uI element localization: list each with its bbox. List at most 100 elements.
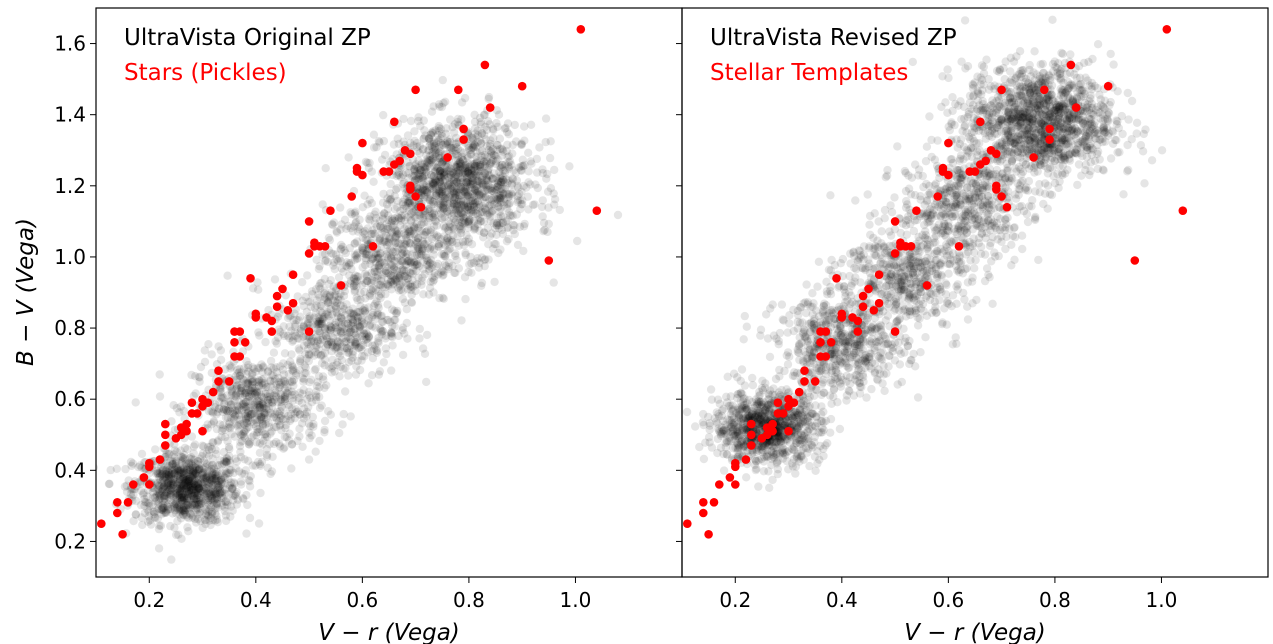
background-point — [419, 264, 428, 274]
background-point — [359, 328, 368, 338]
background-point — [201, 516, 210, 525]
background-point — [152, 497, 161, 506]
background-point — [176, 514, 186, 523]
background-point — [486, 136, 495, 145]
background-point — [180, 498, 189, 508]
background-point — [215, 476, 224, 485]
background-point — [161, 507, 170, 516]
background-point — [387, 261, 396, 270]
background-point — [169, 475, 178, 484]
background-point — [555, 205, 564, 215]
background-point — [211, 516, 220, 525]
background-point — [158, 505, 167, 515]
background-point — [190, 476, 199, 486]
background-point — [761, 379, 770, 388]
background-point — [320, 274, 329, 284]
background-point — [166, 469, 176, 478]
background-point — [162, 491, 172, 501]
background-point — [167, 470, 176, 479]
background-point — [411, 257, 421, 266]
background-point — [166, 488, 175, 498]
background-point — [173, 484, 182, 494]
background-point — [156, 493, 165, 503]
background-point — [270, 275, 280, 284]
background-point — [420, 126, 429, 135]
background-point — [189, 462, 198, 471]
background-point — [246, 400, 256, 409]
background-point — [159, 492, 169, 501]
background-point — [287, 464, 296, 473]
background-point — [733, 390, 742, 399]
background-point — [283, 360, 292, 369]
background-point — [157, 481, 166, 490]
background-point — [535, 143, 544, 152]
star-point — [304, 249, 314, 258]
background-point — [150, 493, 159, 502]
background-point — [488, 144, 498, 154]
background-point — [231, 489, 241, 499]
background-point — [723, 372, 732, 381]
background-point — [305, 428, 314, 437]
background-point — [212, 511, 221, 520]
background-point — [755, 401, 765, 410]
background-point — [207, 464, 216, 474]
background-point — [379, 110, 388, 120]
background-point — [198, 470, 207, 479]
background-point — [184, 475, 193, 484]
background-point — [175, 490, 185, 499]
background-point — [312, 391, 321, 400]
background-point — [158, 465, 168, 475]
background-point — [382, 349, 391, 359]
background-point — [188, 468, 198, 478]
background-point — [302, 394, 312, 404]
background-point — [211, 509, 220, 518]
background-point — [539, 226, 548, 236]
background-point — [328, 362, 338, 371]
background-point — [194, 484, 203, 493]
background-point — [190, 500, 199, 509]
background-point — [425, 159, 434, 168]
background-point — [237, 480, 246, 489]
background-point — [178, 453, 187, 462]
background-point — [187, 460, 197, 470]
background-point — [193, 514, 203, 524]
background-point — [214, 482, 224, 491]
background-point — [218, 488, 227, 497]
background-point — [205, 492, 214, 501]
background-point — [212, 473, 221, 482]
background-point — [160, 498, 169, 507]
background-point — [199, 456, 209, 465]
background-point — [336, 245, 345, 254]
background-point — [161, 470, 171, 479]
background-point — [152, 506, 161, 515]
background-point — [163, 467, 172, 476]
background-point — [167, 470, 176, 479]
background-point — [188, 482, 198, 491]
background-point — [199, 490, 209, 499]
background-point — [266, 429, 275, 438]
background-point — [272, 368, 282, 377]
background-point — [140, 501, 149, 510]
background-point — [193, 465, 202, 474]
background-point — [175, 466, 185, 475]
background-point — [274, 383, 284, 392]
background-point — [154, 473, 164, 482]
background-point — [206, 495, 216, 504]
background-point — [276, 413, 285, 423]
star-point — [283, 306, 293, 315]
background-point — [212, 493, 221, 502]
background-point — [178, 504, 187, 513]
background-point — [105, 479, 114, 488]
background-point — [181, 475, 191, 485]
background-point — [129, 516, 138, 526]
background-point — [264, 366, 273, 376]
background-point — [189, 503, 198, 513]
background-point — [479, 217, 488, 226]
background-point — [184, 489, 193, 499]
background-point — [224, 423, 233, 432]
background-point — [367, 167, 376, 176]
background-point — [193, 466, 203, 475]
background-point — [170, 469, 179, 478]
background-point — [186, 476, 195, 486]
background-point — [474, 180, 483, 189]
